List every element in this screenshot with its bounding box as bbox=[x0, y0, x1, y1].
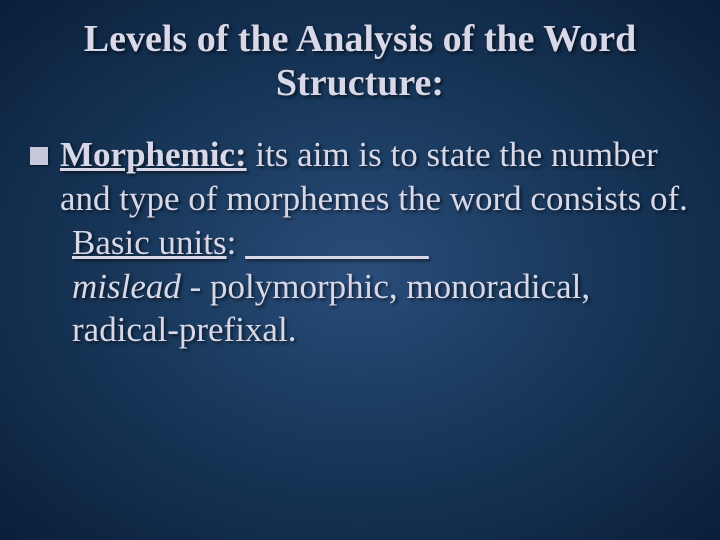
example-line: mislead - polymorphic, monoradical, radi… bbox=[72, 265, 690, 353]
basic-units-line: Basic units: bbox=[72, 221, 690, 265]
colon: : bbox=[227, 223, 245, 262]
bullet-content: Morphemic: its aim is to state the numbe… bbox=[60, 133, 690, 352]
bullet-item: Morphemic: its aim is to state the numbe… bbox=[30, 133, 690, 352]
example-word: mislead bbox=[72, 267, 181, 306]
slide-title: Levels of the Analysis of the Word Struc… bbox=[30, 18, 690, 105]
basic-units-label: Basic units bbox=[72, 223, 227, 262]
slide-body: Morphemic: its aim is to state the numbe… bbox=[30, 133, 690, 352]
slide-container: Levels of the Analysis of the Word Struc… bbox=[0, 0, 720, 372]
square-bullet-icon bbox=[30, 147, 48, 165]
term-morphemic: Morphemic: bbox=[60, 135, 247, 174]
blank-line bbox=[245, 223, 429, 262]
